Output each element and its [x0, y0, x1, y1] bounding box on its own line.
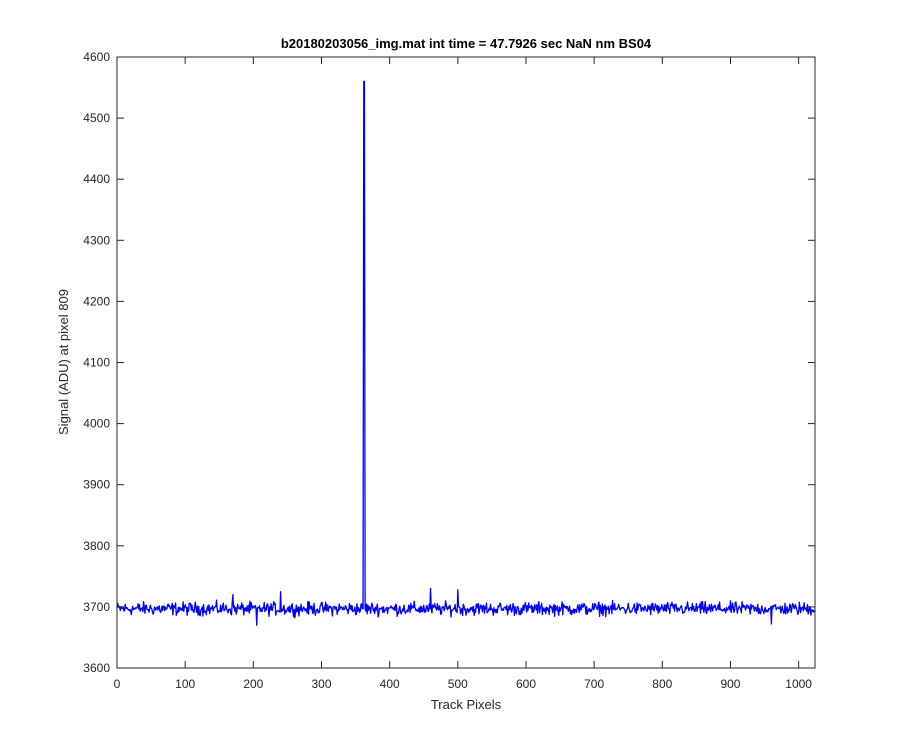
y-tick-label: 4000 [83, 417, 110, 431]
y-tick-label: 4500 [83, 111, 110, 125]
series-layer [116, 80, 815, 626]
x-tick-label: 900 [720, 677, 740, 691]
x-axis-label: Track Pixels [431, 697, 502, 712]
chart-title: b20180203056_img.mat int time = 47.7926 … [281, 36, 652, 51]
series-line [116, 80, 815, 626]
y-tick-label: 4200 [83, 294, 110, 308]
x-tick-label: 600 [516, 677, 536, 691]
x-tick-label: 1000 [785, 677, 812, 691]
x-tick-label: 700 [584, 677, 604, 691]
y-tick-label: 3700 [83, 600, 110, 614]
axes-layer: 0 100 200 300 400 500 600 700 800 900 1000 3600 3700… [83, 50, 816, 691]
x-tick-label: 100 [175, 677, 195, 691]
x-tick-label: 800 [652, 677, 672, 691]
y-tick-label: 4100 [83, 356, 110, 370]
plot-area [117, 57, 815, 668]
x-tick-label: 500 [448, 677, 468, 691]
x-tick-label: 300 [311, 677, 331, 691]
y-tick-label: 4600 [83, 50, 110, 64]
y-tick-label: 4400 [83, 172, 110, 186]
x-tick-label: 400 [380, 677, 400, 691]
x-tick-label: 200 [243, 677, 263, 691]
x-tick-label: 0 [114, 677, 121, 691]
y-tick-label: 3900 [83, 478, 110, 492]
y-tick-label: 3800 [83, 539, 110, 553]
y-axis-label: Signal (ADU) at pixel 809 [56, 289, 71, 435]
y-tick-label: 4300 [83, 233, 110, 247]
y-tick-label: 3600 [83, 661, 110, 675]
